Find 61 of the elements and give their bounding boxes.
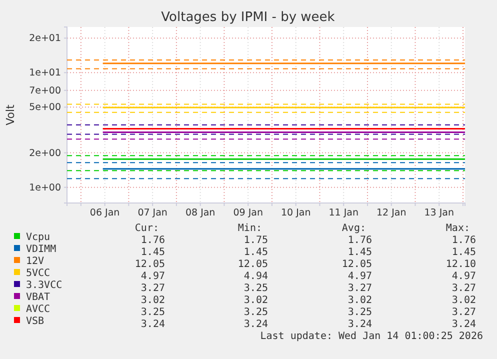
text: 1.45	[244, 247, 268, 258]
legend-label: AVCC	[26, 304, 50, 315]
legend-label: 5VCC	[26, 268, 50, 279]
legend-label: VDIMM	[26, 244, 56, 255]
y-tick-label: 5e+00	[29, 102, 61, 114]
x-tick-label: 10 Jan	[280, 208, 311, 219]
text: 3.27	[452, 283, 476, 294]
text: 3.24	[244, 319, 268, 330]
text: 3.24	[452, 319, 476, 330]
text: 3.24	[140, 319, 165, 330]
x-tick-label: 11 Jan	[328, 208, 358, 219]
y-tick-label: 1e+01	[29, 68, 61, 79]
text: 3.25	[244, 307, 268, 318]
text: 12.05	[238, 259, 268, 270]
x-tick-label: 13 Jan	[424, 208, 454, 219]
chart-title: Voltages by IPMI - by week	[161, 10, 336, 25]
text: 3.02	[140, 295, 165, 306]
legend-label: 3.3VCC	[26, 280, 62, 291]
text: 1.45	[348, 247, 372, 258]
text: 12.10	[446, 259, 476, 270]
text: 12.05	[134, 259, 165, 270]
text: 1.45	[452, 247, 476, 258]
y-tick-label: 2e+01	[29, 33, 61, 44]
text: 1.76	[348, 235, 372, 246]
text: 3.02	[452, 295, 476, 306]
text: Last update: Wed Jan 14 01:00:25 2026	[260, 331, 483, 342]
y-axis-title: Volt	[4, 104, 17, 126]
text: 4.94	[244, 271, 268, 282]
text: 4.97	[452, 271, 476, 282]
text: 1.45	[140, 247, 165, 258]
text: 3.27	[140, 283, 165, 294]
text: 3.27	[452, 307, 476, 318]
text: 1.76	[140, 235, 165, 246]
text: 12.05	[342, 259, 372, 270]
x-tick-label: 08 Jan	[185, 208, 216, 219]
x-tick-label: 12 Jan	[376, 208, 406, 219]
legend-label: 12V	[26, 256, 44, 267]
y-tick-label: 2e+00	[29, 148, 61, 159]
x-tick-label: 09 Jan	[233, 208, 263, 219]
text: 1.76	[452, 235, 476, 246]
text: 3.25	[244, 283, 268, 294]
x-tick-label: 06 Jan	[90, 208, 120, 219]
text: 4.97	[348, 271, 372, 282]
text: 1.75	[244, 235, 268, 246]
text: 3.25	[348, 307, 372, 318]
legend-label: VSB	[26, 316, 44, 327]
legend-label: Vcpu	[26, 232, 50, 243]
text: 3.25	[140, 307, 165, 318]
y-tick-label: 7e+00	[29, 85, 61, 96]
y-tick-label: 1e+00	[29, 182, 61, 194]
text: Max:	[446, 223, 470, 234]
text: 3.02	[348, 295, 372, 306]
text: 3.27	[348, 283, 372, 294]
text: Min:	[238, 223, 262, 234]
x-tick-label: 07 Jan	[138, 208, 168, 219]
legend-label: VBAT	[26, 292, 50, 303]
text: Cur:	[134, 223, 159, 234]
text: 4.97	[140, 271, 165, 282]
text: Avg:	[342, 223, 366, 234]
text: 3.02	[244, 295, 268, 306]
text: 3.24	[348, 319, 372, 330]
